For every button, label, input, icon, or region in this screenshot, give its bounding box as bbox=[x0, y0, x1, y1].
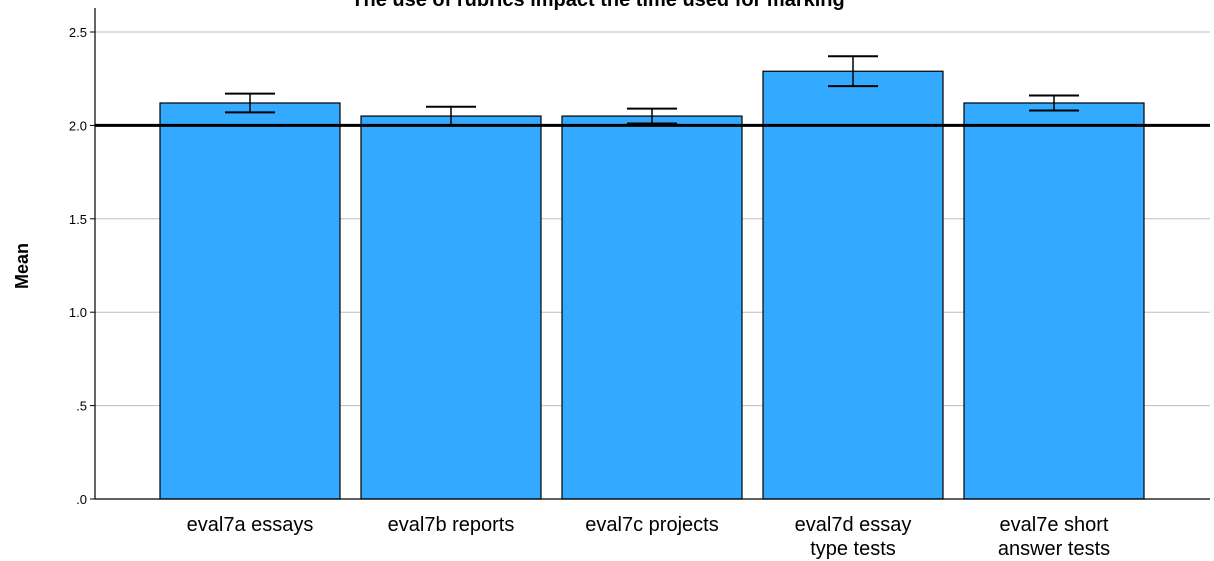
bars bbox=[159, 70, 1145, 500]
x-tick-labels: eval7a essays eval7b reports eval7c projec… bbox=[187, 514, 1111, 560]
x-tick-label: eval7d essay bbox=[795, 514, 912, 536]
y-tick-label: .0 bbox=[76, 492, 87, 507]
bar bbox=[159, 102, 341, 500]
y-tick-label: 2.0 bbox=[69, 118, 87, 133]
y-tick-label: 1.0 bbox=[69, 305, 87, 320]
x-tick-label: eval7a essays bbox=[187, 514, 314, 536]
bar bbox=[963, 102, 1145, 500]
y-tick-label: .5 bbox=[76, 399, 87, 414]
y-axis-label: Mean bbox=[12, 243, 32, 289]
x-tick-label: eval7e short bbox=[1000, 514, 1109, 536]
error-bars bbox=[225, 55, 1079, 127]
x-tick-label: answer tests bbox=[998, 538, 1110, 560]
bar bbox=[360, 115, 542, 500]
y-tick-label: 2.5 bbox=[69, 25, 87, 40]
y-tick-labels: .0 .5 1.0 1.5 2.0 2.5 bbox=[69, 25, 95, 507]
x-tick-label: eval7c projects bbox=[585, 514, 718, 536]
bar bbox=[762, 70, 944, 500]
chart-title: The use of rubrics impact the time used … bbox=[351, 0, 844, 11]
y-tick-label: 1.5 bbox=[69, 212, 87, 227]
x-tick-label: type tests bbox=[810, 538, 896, 560]
x-tick-label: eval7b reports bbox=[388, 514, 515, 536]
axes bbox=[94, 8, 1210, 500]
bar bbox=[561, 115, 743, 500]
